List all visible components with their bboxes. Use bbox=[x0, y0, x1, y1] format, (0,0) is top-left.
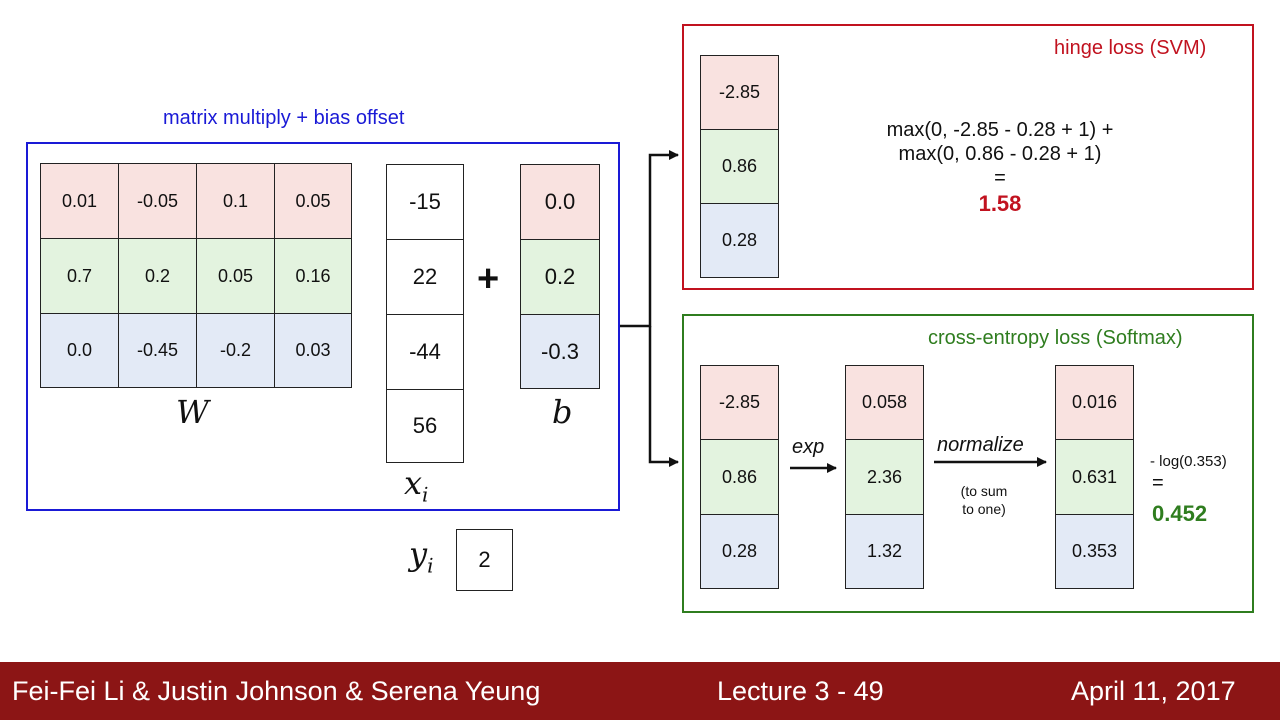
softmax-score-cell: 0.28 bbox=[700, 514, 779, 589]
x-cell: 22 bbox=[386, 239, 464, 315]
x-subscript: i bbox=[422, 482, 429, 507]
footer-authors: Fei-Fei Li & Justin Johnson & Serena Yeu… bbox=[12, 676, 541, 706]
w-cell: 0.0 bbox=[40, 313, 119, 388]
w-cell: 0.01 bbox=[40, 163, 119, 239]
svm-score-cell: 0.86 bbox=[700, 129, 779, 204]
normalize-note-line1: (to sum bbox=[960, 483, 1008, 499]
exp-label: exp bbox=[792, 436, 825, 458]
linear-block-frame bbox=[26, 142, 620, 511]
svm-equals: = bbox=[994, 167, 1006, 189]
w-cell: 0.03 bbox=[274, 313, 352, 388]
b-cell: 0.2 bbox=[520, 239, 600, 315]
arrow-to-softmax bbox=[648, 326, 679, 467]
w-cell: 0.16 bbox=[274, 238, 352, 314]
x-cell: -15 bbox=[386, 164, 464, 240]
normalize-note-line2: to one) bbox=[962, 501, 1006, 517]
softmax-score-cell: -2.85 bbox=[700, 365, 779, 440]
b-label: b bbox=[552, 393, 573, 431]
b-cell: -0.3 bbox=[520, 314, 600, 389]
loss-expression: - log(0.353) bbox=[1150, 453, 1227, 470]
svm-result: 1.58 bbox=[978, 191, 1022, 216]
y-label: yi bbox=[409, 535, 434, 578]
footer-date: April 11, 2017 bbox=[1071, 676, 1236, 706]
x-label: xi bbox=[404, 464, 429, 507]
svm-score-cell: -2.85 bbox=[700, 55, 779, 130]
w-cell: 0.1 bbox=[196, 163, 275, 239]
b-cell: 0.0 bbox=[520, 164, 600, 240]
footer-bar: Fei-Fei Li & Justin Johnson & Serena Yeu… bbox=[0, 662, 1280, 720]
x-cell: 56 bbox=[386, 389, 464, 463]
plus-sign: + bbox=[477, 258, 500, 300]
w-cell: 0.05 bbox=[274, 163, 352, 239]
exp-value-cell: 0.058 bbox=[845, 365, 924, 440]
softmax-title: cross-entropy loss (Softmax) bbox=[928, 327, 1183, 349]
softmax-score-cell: 0.86 bbox=[700, 439, 779, 515]
linear-block-title: matrix multiply + bias offset bbox=[163, 107, 405, 129]
w-cell: 0.2 bbox=[118, 238, 197, 314]
w-label: W bbox=[176, 393, 209, 431]
w-cell: -0.45 bbox=[118, 313, 197, 388]
svm-formula-line2: max(0, 0.86 - 0.28 + 1) bbox=[898, 143, 1102, 165]
normalize-label: normalize bbox=[937, 434, 1024, 456]
svm-block-frame bbox=[682, 24, 1254, 290]
softmax-result: 0.452 bbox=[1152, 501, 1208, 526]
prob-cell: 0.016 bbox=[1055, 365, 1134, 440]
arrow-to-svm bbox=[620, 150, 679, 328]
x-cell: -44 bbox=[386, 314, 464, 390]
normalize-note: (to sum to one) bbox=[944, 482, 1024, 518]
prob-cell: 0.631 bbox=[1055, 439, 1134, 515]
exp-value-cell: 2.36 bbox=[845, 439, 924, 515]
softmax-equals: = bbox=[1152, 472, 1164, 494]
w-cell: -0.2 bbox=[196, 313, 275, 388]
footer-lecture: Lecture 3 - 49 bbox=[717, 676, 884, 706]
svm-title: hinge loss (SVM) bbox=[1054, 37, 1207, 59]
y-subscript: i bbox=[427, 553, 434, 578]
w-cell: 0.05 bbox=[196, 238, 275, 314]
svm-formula-line1: max(0, -2.85 - 0.28 + 1) + bbox=[886, 119, 1114, 141]
svm-score-cell: 0.28 bbox=[700, 203, 779, 278]
exp-value-cell: 1.32 bbox=[845, 514, 924, 589]
label-value-box: 2 bbox=[456, 529, 513, 591]
svm-formula: max(0, -2.85 - 0.28 + 1) + max(0, 0.86 -… bbox=[830, 118, 1170, 216]
prob-cell: 0.353 bbox=[1055, 514, 1134, 589]
softmax-block-frame bbox=[682, 314, 1254, 613]
